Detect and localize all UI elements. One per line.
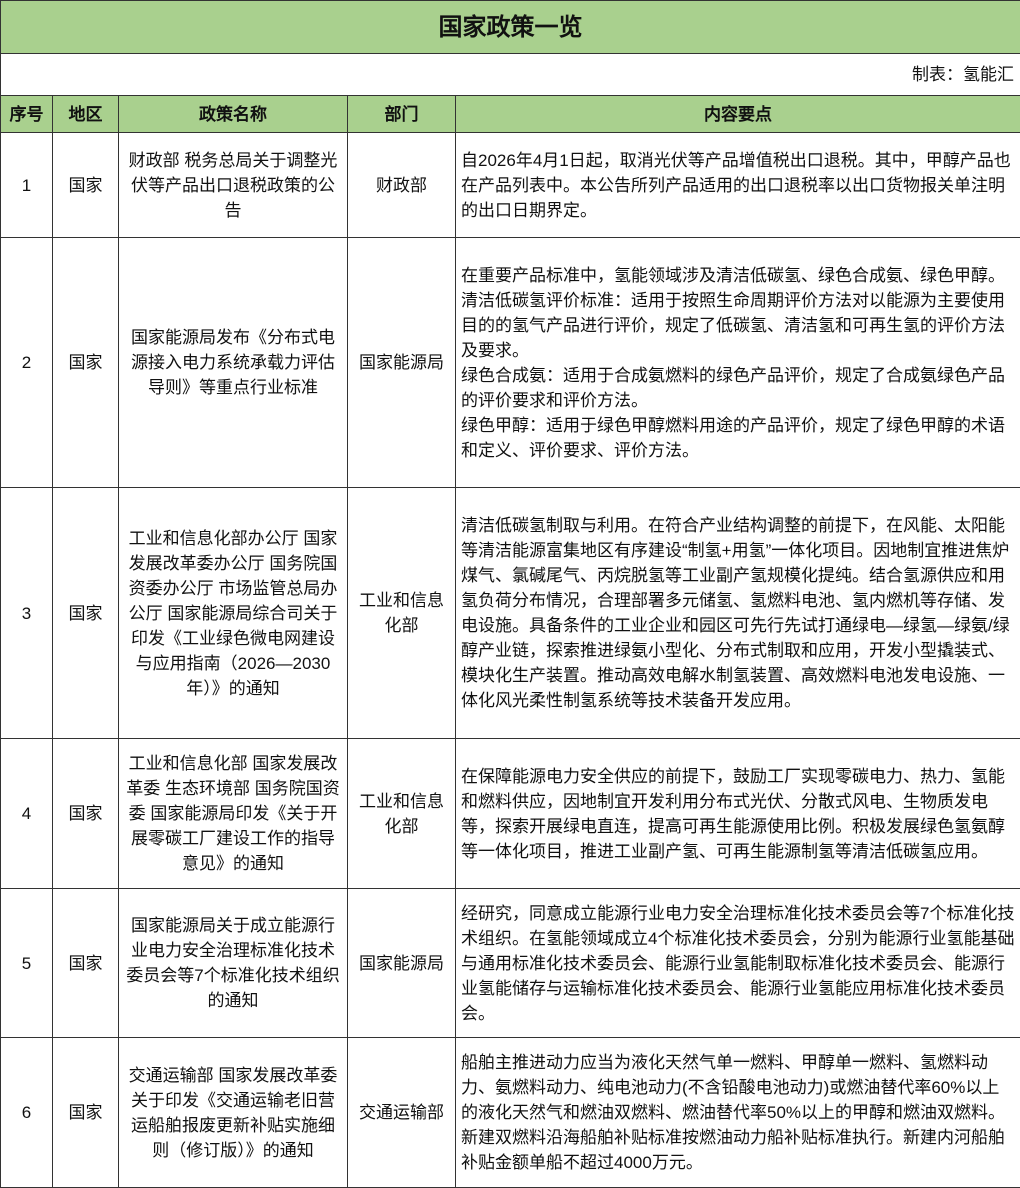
content-paragraph: 船舶主推进动力应当为液化天然气单一燃料、甲醇单一燃料、氢燃料动力、氨燃料动力、纯…	[461, 1050, 1015, 1175]
content-cell: 清洁低碳氢制取与利用。在符合产业结构调整的前提下，在风能、太阳能等清洁能源富集地…	[456, 488, 1020, 739]
row-number: 2	[1, 238, 53, 488]
content-paragraph: 经研究，同意成立能源行业电力安全治理标准化技术委员会等7个标准化技术组织。在氢能…	[461, 901, 1015, 1026]
department: 国家能源局	[348, 889, 456, 1038]
policy-name: 国家能源局发布《分布式电源接入电力系统承载力评估导则》等重点行业标准	[119, 238, 348, 488]
title-row: 国家政策一览	[1, 1, 1020, 54]
content-cell: 在保障能源电力安全供应的前提下，鼓励工厂实现零碳电力、热力、氢能和燃料供应，因地…	[456, 739, 1020, 889]
policy-name: 财政部 税务总局关于调整光伏等产品出口退税政策的公告	[119, 133, 348, 238]
content-paragraph: 在保障能源电力安全供应的前提下，鼓励工厂实现零碳电力、热力、氢能和燃料供应，因地…	[461, 764, 1015, 864]
content-paragraph: 清洁低碳氢评价标准：适用于按照生命周期评价方法对以能源为主要使用目的的氢气产品进…	[461, 288, 1015, 363]
region: 国家	[53, 238, 119, 488]
region: 国家	[53, 1038, 119, 1188]
department: 财政部	[348, 133, 456, 238]
region: 国家	[53, 739, 119, 889]
source-row: 制表：氢能汇	[1, 54, 1020, 96]
row-number: 6	[1, 1038, 53, 1188]
policy-name: 工业和信息化部 国家发展改革委 生态环境部 国务院国资委 国家能源局印发《关于开…	[119, 739, 348, 889]
policy-name: 交通运输部 国家发展改革委关于印发《交通运输老旧营运船舶报废更新补贴实施细则（修…	[119, 1038, 348, 1188]
department: 工业和信息化部	[348, 488, 456, 739]
header-cell: 序号	[1, 96, 53, 133]
region: 国家	[53, 488, 119, 739]
region: 国家	[53, 133, 119, 238]
department: 交通运输部	[348, 1038, 456, 1188]
source: 制表：氢能汇	[1, 54, 1020, 96]
header-cell: 政策名称	[119, 96, 348, 133]
header-cell: 内容要点	[456, 96, 1020, 133]
row-number: 3	[1, 488, 53, 739]
content-cell: 经研究，同意成立能源行业电力安全治理标准化技术委员会等7个标准化技术组织。在氢能…	[456, 889, 1020, 1038]
header-cell: 部门	[348, 96, 456, 133]
department: 工业和信息化部	[348, 739, 456, 889]
region: 国家	[53, 889, 119, 1038]
row-number: 4	[1, 739, 53, 889]
policy-name: 国家能源局关于成立能源行业电力安全治理标准化技术委员会等7个标准化技术组织的通知	[119, 889, 348, 1038]
title: 国家政策一览	[1, 1, 1020, 54]
department: 国家能源局	[348, 238, 456, 488]
content-cell: 船舶主推进动力应当为液化天然气单一燃料、甲醇单一燃料、氢燃料动力、氨燃料动力、纯…	[456, 1038, 1020, 1188]
content-paragraph: 绿色甲醇：适用于绿色甲醇燃料用途的产品评价，规定了绿色甲醇的术语和定义、评价要求…	[461, 413, 1015, 463]
content-paragraph: 自2026年4月1日起，取消光伏等产品增值税出口退税。其中，甲醇产品也在产品列表…	[461, 148, 1015, 223]
policy-name: 工业和信息化部办公厅 国家发展改革委办公厅 国务院国资委办公厅 市场监管总局办公…	[119, 488, 348, 739]
content-paragraph: 绿色合成氨：适用于合成氨燃料的绿色产品评价，规定了合成氨绿色产品的评价要求和评价…	[461, 363, 1015, 413]
header-row: 序号地区政策名称部门内容要点	[1, 96, 1020, 133]
content-cell: 在重要产品标准中，氢能领域涉及清洁低碳氢、绿色合成氨、绿色甲醇。清洁低碳氢评价标…	[456, 238, 1020, 488]
row-number: 1	[1, 133, 53, 238]
row-number: 5	[1, 889, 53, 1038]
content-paragraph: 在重要产品标准中，氢能领域涉及清洁低碳氢、绿色合成氨、绿色甲醇。	[461, 263, 1015, 288]
content-paragraph: 清洁低碳氢制取与利用。在符合产业结构调整的前提下，在风能、太阳能等清洁能源富集地…	[461, 513, 1015, 713]
header-cell: 地区	[53, 96, 119, 133]
content-cell: 自2026年4月1日起，取消光伏等产品增值税出口退税。其中，甲醇产品也在产品列表…	[456, 133, 1020, 238]
